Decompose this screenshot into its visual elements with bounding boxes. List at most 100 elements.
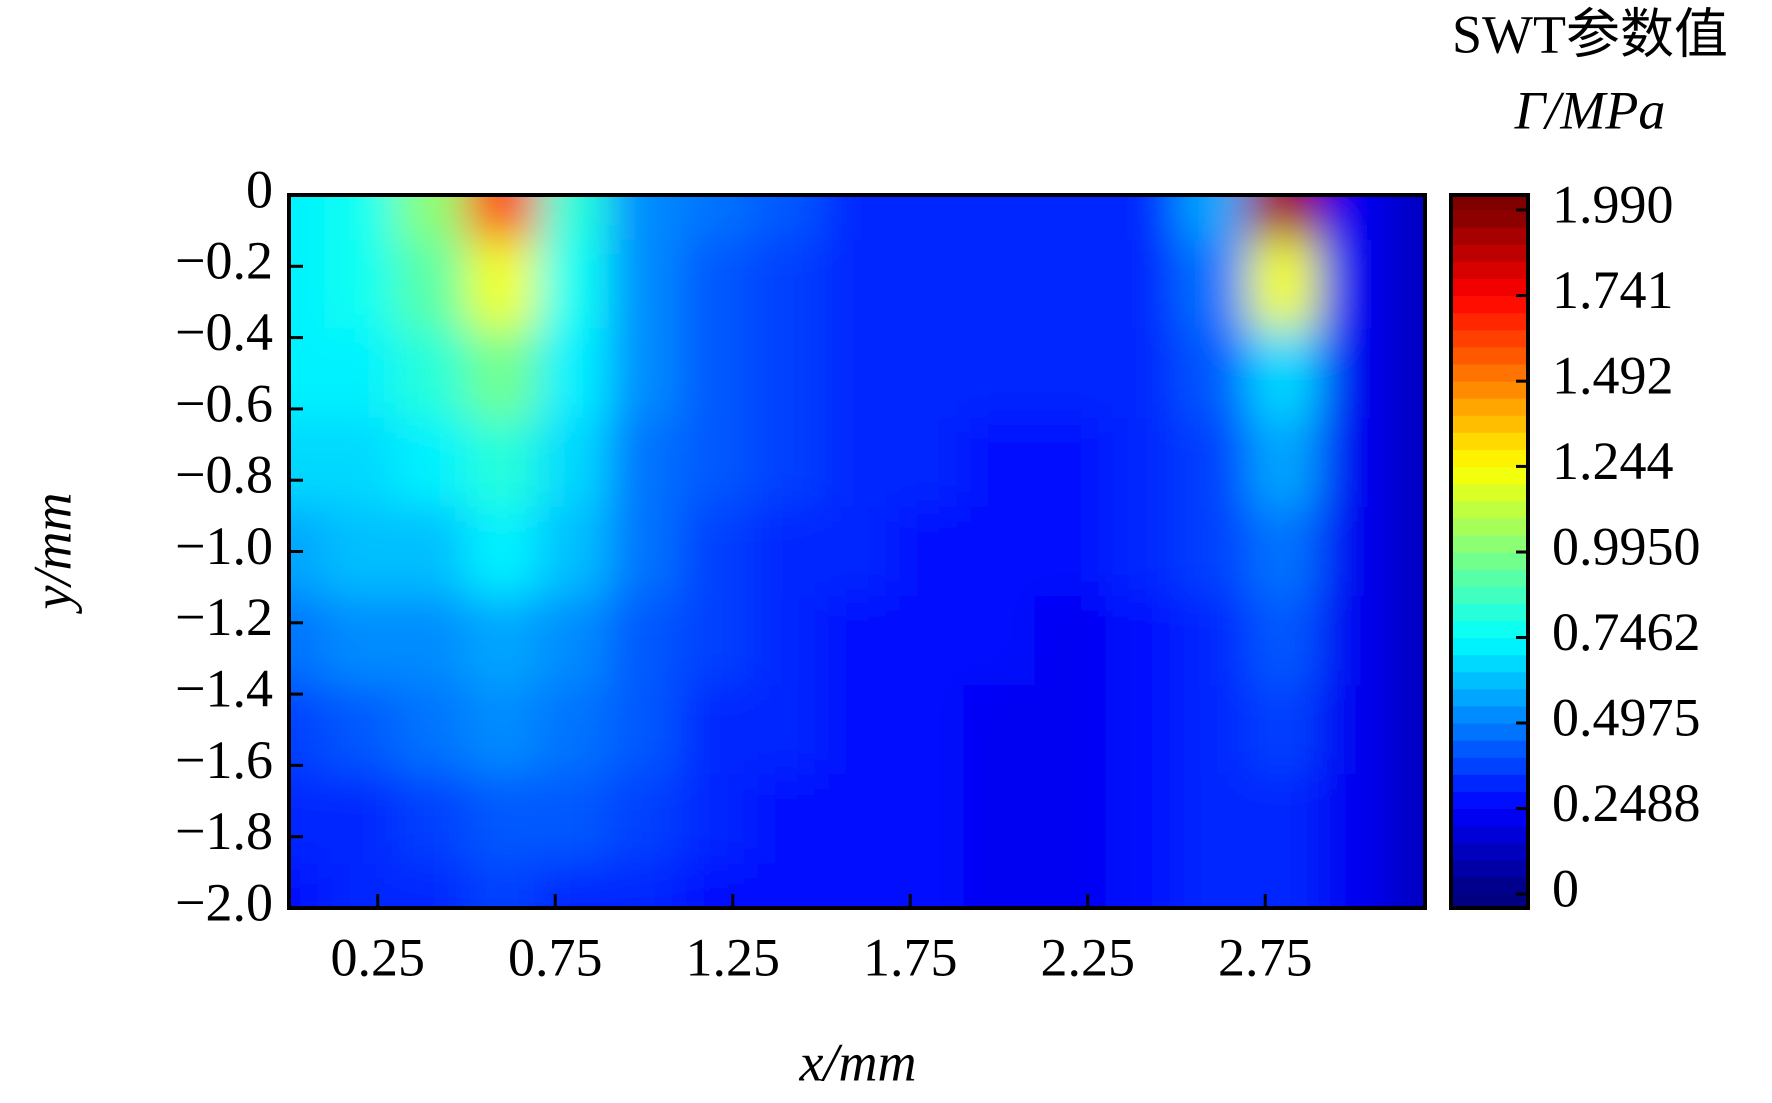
field-cell — [1034, 685, 1107, 776]
field-cell — [750, 863, 823, 908]
field-cell — [821, 239, 894, 330]
field-cell — [537, 195, 610, 241]
field-cell — [608, 506, 681, 598]
field-cell — [324, 685, 397, 776]
field-cell — [821, 863, 894, 908]
field-cell — [1105, 596, 1178, 687]
field-cell — [1176, 506, 1249, 598]
colorbar-band — [1451, 620, 1528, 639]
field-cell — [1176, 774, 1249, 865]
colorbar-tick-label: 0.7462 — [1552, 602, 1701, 662]
field-cell — [679, 774, 752, 865]
field-cell — [963, 506, 1036, 598]
field-cell — [750, 239, 823, 330]
x-tick-label: 0.25 — [331, 927, 426, 987]
field-cell — [608, 239, 681, 330]
field-cell — [1034, 195, 1107, 241]
x-tick-label: 1.25 — [686, 927, 781, 987]
field-cell — [892, 596, 965, 687]
colorbar-band — [1451, 381, 1528, 399]
field-cell — [679, 328, 752, 419]
colorbar-band — [1451, 842, 1528, 861]
field-cell — [963, 685, 1036, 776]
colorbar-band — [1451, 312, 1528, 331]
field-cell — [537, 328, 610, 419]
field-cell — [1318, 863, 1391, 908]
field-cell — [821, 596, 894, 687]
field-cell — [466, 239, 539, 330]
field-cell — [1176, 685, 1249, 776]
field-cell — [537, 774, 610, 865]
colorbar-band — [1451, 517, 1528, 536]
field-cell — [1034, 239, 1107, 330]
colorbar-edge — [1451, 894, 1528, 908]
field-cell — [608, 328, 681, 419]
colorbar-band — [1451, 483, 1528, 502]
field-cell — [1389, 863, 1425, 908]
field-cell — [608, 596, 681, 687]
field-cell — [1105, 239, 1178, 330]
field-cell — [324, 239, 397, 330]
field-cell — [1389, 328, 1425, 419]
colorbar-band — [1451, 774, 1528, 792]
field-cell — [1389, 774, 1425, 865]
field-cell — [466, 417, 539, 508]
colorbar-band — [1451, 415, 1528, 433]
field-cell — [1318, 328, 1391, 419]
colorbar-tick-label: 1.492 — [1552, 346, 1674, 406]
x-tick-label: 2.75 — [1218, 927, 1313, 987]
field-cell — [537, 417, 610, 508]
field-cell — [537, 506, 610, 598]
field-cell — [892, 328, 965, 419]
x-axis-label: x/mm — [799, 1032, 917, 1092]
y-axis-label: y/mm — [22, 493, 82, 615]
field-cell — [289, 195, 326, 241]
field-cell — [289, 774, 326, 865]
field-cell — [1176, 239, 1249, 330]
field-cell — [821, 417, 894, 508]
field-cell — [679, 685, 752, 776]
y-tick-label: −1.0 — [175, 516, 273, 576]
field-cell — [1034, 863, 1107, 908]
field-cell — [750, 417, 823, 508]
field-cell — [1176, 417, 1249, 508]
y-tick-label: −1.6 — [175, 730, 273, 790]
field-cell — [1247, 328, 1320, 419]
field-cell — [324, 195, 397, 241]
field-cell — [679, 506, 752, 598]
field-cell — [1034, 774, 1107, 865]
field-cell — [1034, 417, 1107, 508]
colorbar-band — [1451, 757, 1528, 775]
field-cell — [1034, 596, 1107, 687]
colorbar-band — [1451, 825, 1528, 844]
field-cell — [821, 195, 894, 241]
field-cell — [821, 328, 894, 419]
field-cell — [1318, 239, 1391, 330]
field-cell — [1389, 239, 1425, 330]
field-cell — [679, 596, 752, 687]
field-cell — [892, 239, 965, 330]
y-tick-label: 0 — [246, 159, 273, 219]
field-cell — [1176, 195, 1249, 241]
field-cell — [821, 774, 894, 865]
colorbar-band — [1451, 603, 1528, 621]
field-cell — [466, 195, 539, 241]
field-cell — [289, 863, 326, 908]
field-cell — [1389, 685, 1425, 776]
field-cell — [466, 328, 539, 419]
field-cell — [289, 685, 326, 776]
field-cell — [892, 506, 965, 598]
y-tick-label: −1.2 — [175, 587, 273, 647]
x-tick-label: 2.25 — [1041, 927, 1136, 987]
field-cell — [892, 863, 965, 908]
colorbar-tick-label: 0 — [1552, 858, 1579, 918]
colorbar-band — [1451, 552, 1528, 570]
field-cell — [1247, 596, 1320, 687]
field-cell — [821, 506, 894, 598]
field-cell — [608, 863, 681, 908]
field-cell — [963, 239, 1036, 330]
field-cell — [1176, 863, 1249, 908]
field-cell — [608, 195, 681, 241]
field-cell — [1247, 685, 1320, 776]
